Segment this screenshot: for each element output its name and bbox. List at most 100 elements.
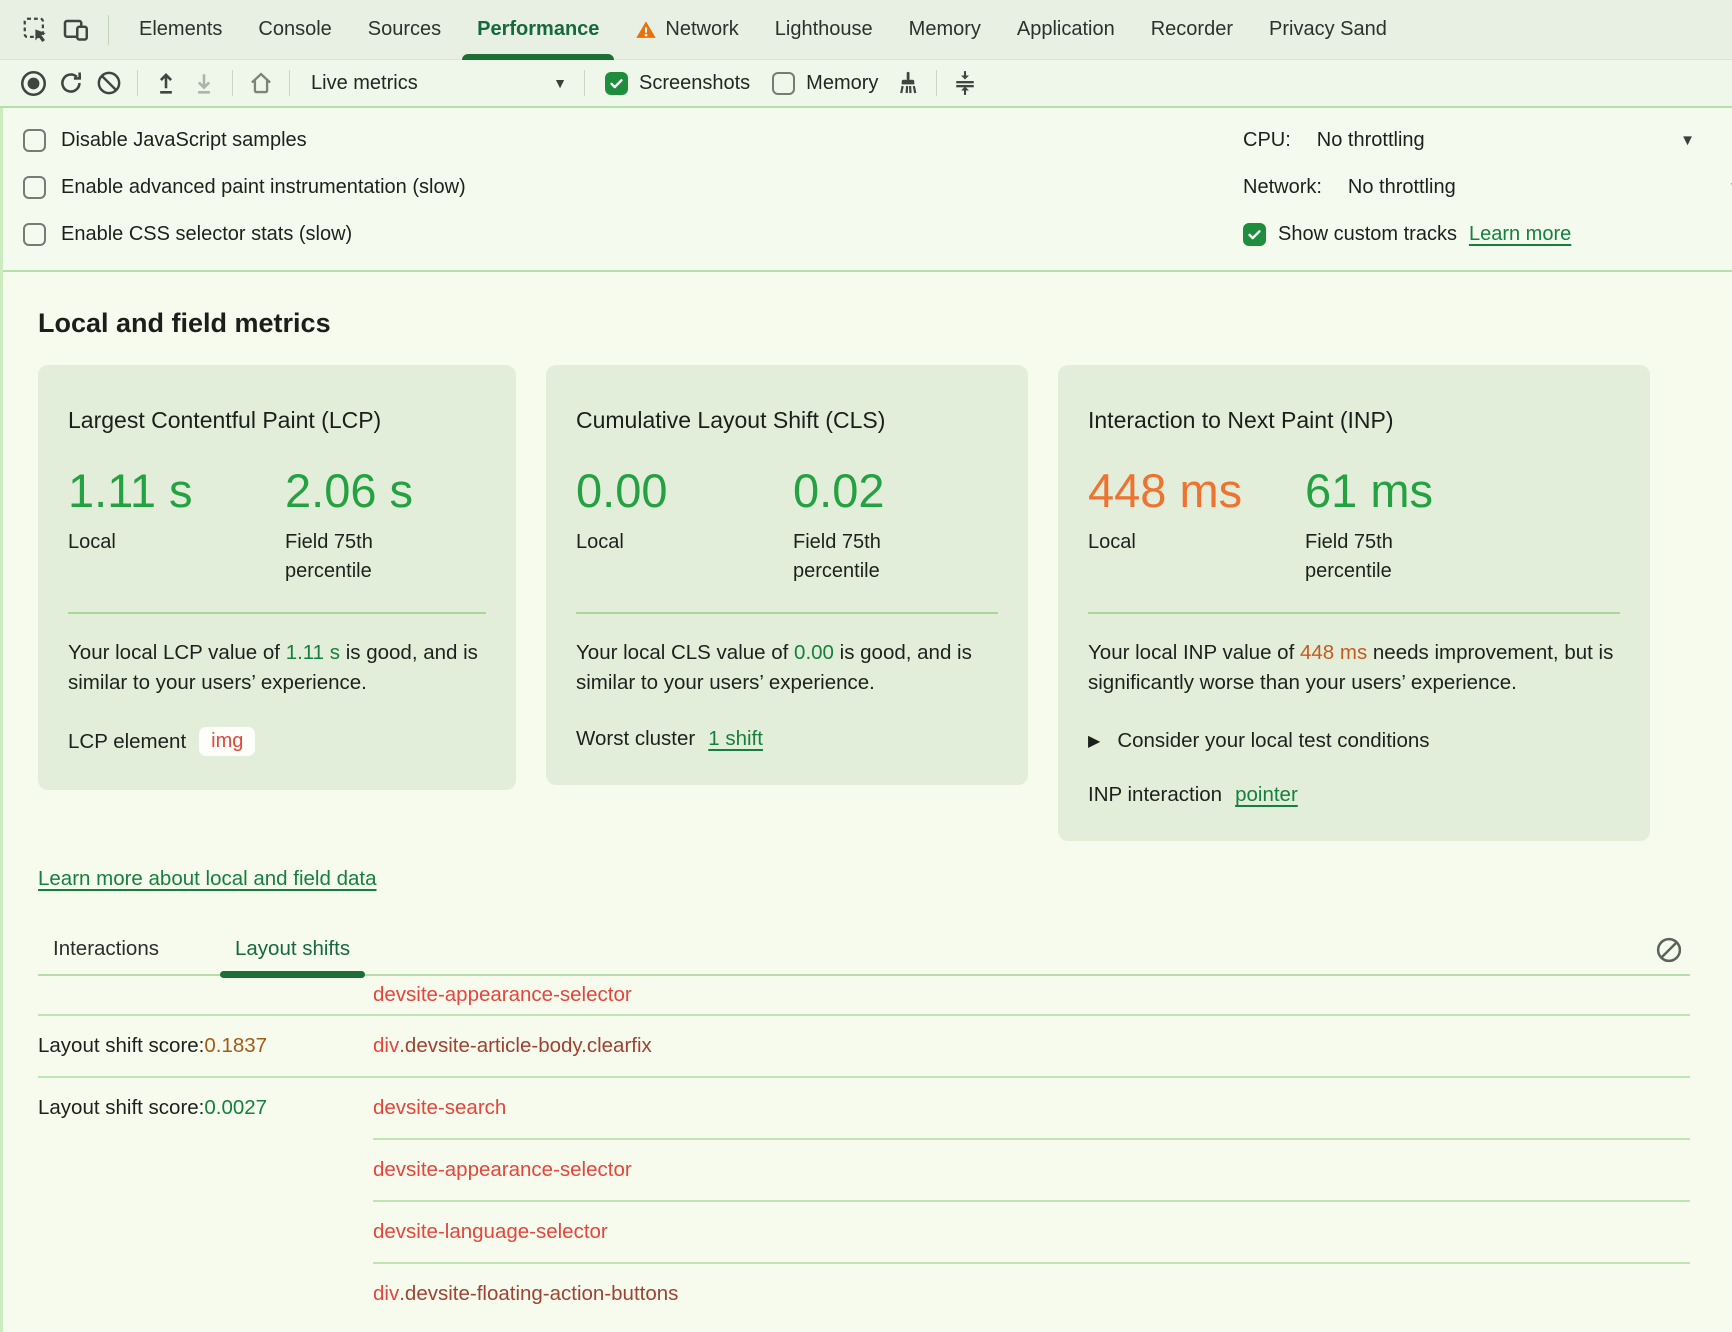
logs-tab-layout-shifts[interactable]: Layout shifts	[220, 937, 365, 961]
local-label: Local	[1088, 528, 1243, 557]
card-title: Cumulative Layout Shift (CLS)	[576, 407, 998, 434]
download-profile-button[interactable]	[185, 64, 223, 102]
clear-recording-button[interactable]	[90, 64, 128, 102]
learn-more-field-data-link[interactable]: Learn more about local and field data	[38, 867, 376, 891]
score-value: 0.1837	[204, 1034, 267, 1058]
inspect-element-button[interactable]	[16, 10, 56, 50]
tab-lighthouse[interactable]: Lighthouse	[757, 0, 891, 60]
layout-shift-score: Layout shift score: 0.1837	[38, 1016, 373, 1076]
divider	[137, 70, 138, 96]
tab-memory[interactable]: Memory	[891, 0, 999, 60]
warning-icon	[635, 19, 657, 41]
divider	[289, 70, 290, 96]
inp-card: Interaction to Next Paint (INP) 448 ms L…	[1058, 365, 1650, 841]
card-divider	[576, 612, 998, 614]
chevron-down-icon[interactable]: ▼	[1680, 132, 1695, 149]
logs-tab-strip: Interactions Layout shifts	[38, 937, 1690, 976]
element-link[interactable]: devsite-appearance-selector	[373, 1138, 1690, 1200]
tab-network[interactable]: Network	[617, 0, 756, 60]
screenshots-checkbox[interactable]: Screenshots	[605, 72, 750, 95]
cpu-label: CPU:	[1243, 129, 1291, 152]
card-divider	[68, 612, 486, 614]
element-link[interactable]: devsite-appearance-selector	[373, 976, 1690, 1014]
metric-values: 0.00 Local 0.02 Field 75th percentile	[576, 464, 998, 586]
layout-shift-score: Layout shift score: 0.0027	[38, 1078, 373, 1138]
element-link[interactable]: devsite-language-selector	[373, 1200, 1690, 1262]
checkbox-checked-icon[interactable]	[1243, 223, 1266, 246]
custom-tracks-label: Show custom tracks	[1278, 223, 1457, 246]
tab-performance[interactable]: Performance	[459, 0, 617, 60]
element-link[interactable]: devsite-search	[373, 1078, 1690, 1138]
field-value: 61 ms	[1305, 464, 1522, 518]
devtools-tabbar: ElementsConsole Sources PerformanceNetwork…	[0, 0, 1732, 60]
record-icon	[19, 69, 48, 98]
tab-label: Privacy Sand	[1269, 18, 1387, 41]
field-label: Field 75th percentile	[1305, 528, 1460, 586]
device-toolbar-button[interactable]	[56, 10, 96, 50]
tab-application[interactable]: Application	[999, 0, 1133, 60]
record-button[interactable]	[14, 64, 52, 102]
table-row: devsite-appearance-selector	[38, 976, 1690, 1014]
field-value: 0.02	[793, 464, 1010, 518]
worst-cluster-link[interactable]: 1 shift	[708, 727, 763, 751]
collect-garbage-button[interactable]	[889, 64, 927, 102]
metric-inline-value: 448 ms	[1300, 641, 1367, 664]
tab-console[interactable]: Console	[240, 0, 349, 60]
tab-label: Sources	[368, 18, 441, 41]
metric-values: 448 ms Local 61 ms Field 75th percentile	[1088, 464, 1620, 586]
logs-tab-interactions[interactable]: Interactions	[38, 937, 174, 961]
layout-shift-score	[38, 1138, 373, 1200]
collapse-shortcuts-button[interactable]	[946, 64, 984, 102]
expand-arrow-icon: ▶	[1088, 731, 1100, 751]
network-throttling-select[interactable]: No throttling	[1348, 176, 1456, 199]
tab-sources[interactable]: Sources	[350, 0, 459, 60]
page-title: Local and field metrics	[38, 308, 1697, 339]
tab-privacy-sand[interactable]: Privacy Sand	[1251, 0, 1405, 60]
performance-toolbar: Live metrics ▼ Screenshots Memory	[0, 60, 1732, 108]
tab-label: Memory	[909, 18, 981, 41]
table-row: Layout shift score: 0.0027devsite-search	[38, 1076, 1690, 1138]
metric-cards: Largest Contentful Paint (LCP) 1.11 s Lo…	[38, 365, 1732, 841]
checkbox-unchecked-icon	[772, 72, 795, 95]
table-row: devsite-appearance-selector	[38, 1138, 1690, 1200]
field-label: Field 75th percentile	[285, 528, 440, 586]
checkbox-label: Enable advanced paint instrumentation (s…	[61, 176, 466, 199]
card-footer: INP interaction pointer	[1088, 783, 1620, 807]
clear-log-button[interactable]	[1652, 933, 1686, 967]
local-test-conditions-expander[interactable]: ▶ Consider your local test conditions	[1088, 729, 1620, 753]
card-footer: LCP element img	[68, 727, 486, 756]
upload-profile-button[interactable]	[147, 64, 185, 102]
network-label: Network:	[1243, 176, 1322, 199]
device-toolbar-icon	[61, 15, 91, 45]
table-row: div.devsite-floating-action-buttons	[38, 1262, 1690, 1324]
layout-shift-score	[38, 1262, 373, 1324]
clear-icon	[1654, 935, 1684, 965]
home-button[interactable]	[242, 64, 280, 102]
capture-settings: Disable JavaScript samples Enable advanc…	[3, 108, 1732, 272]
card-divider	[1088, 612, 1620, 614]
table-row: Layout shift score: 0.1837div.devsite-ar…	[38, 1014, 1690, 1076]
footer-label: LCP element	[68, 730, 186, 754]
custom-tracks-row: Show custom tracks Learn more	[1243, 211, 1732, 258]
tab-recorder[interactable]: Recorder	[1133, 0, 1251, 60]
inp-interaction-link[interactable]: pointer	[1235, 783, 1298, 807]
cls-card: Cumulative Layout Shift (CLS) 0.00 Local…	[546, 365, 1028, 785]
lcp-element-link[interactable]: img	[199, 727, 255, 756]
memory-checkbox[interactable]: Memory	[772, 72, 878, 95]
devtools-window: ElementsConsoleSourcesPerformanceNetwork…	[0, 0, 1732, 1332]
chevron-down-icon: ▼	[553, 75, 567, 91]
reload-and-record-button[interactable]	[52, 64, 90, 102]
element-link[interactable]: div.devsite-article-body.clearfix	[373, 1016, 1690, 1076]
network-throttling-row: Network: No throttling ▼	[1243, 164, 1732, 211]
cpu-throttling-select[interactable]: No throttling	[1317, 129, 1425, 152]
table-row: devsite-language-selector	[38, 1200, 1690, 1262]
divider	[584, 70, 585, 96]
element-link[interactable]: div.devsite-floating-action-buttons	[373, 1262, 1690, 1324]
checkbox-checked-icon	[605, 72, 628, 95]
metric-inline-value: 0.00	[794, 641, 834, 664]
card-title: Largest Contentful Paint (LCP)	[68, 407, 486, 434]
chevron-down-icon[interactable]: ▼	[1728, 179, 1732, 196]
tab-elements[interactable]: Elements	[121, 0, 240, 60]
learn-more-link[interactable]: Learn more	[1469, 223, 1571, 246]
live-metrics-dropdown[interactable]: Live metrics ▼	[299, 72, 575, 95]
